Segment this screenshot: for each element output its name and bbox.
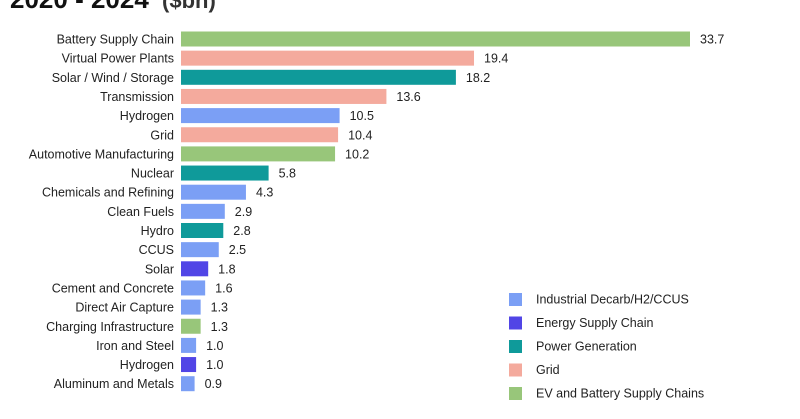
category-label: Solar — [145, 262, 174, 276]
legend-label: EV and Battery Supply Chains — [536, 387, 704, 401]
legend-item: Grid — [509, 363, 560, 377]
category-label: CCUS — [139, 243, 174, 257]
legend-swatch — [509, 293, 522, 306]
bar-row: Automotive Manufacturing 10.2 — [29, 146, 369, 162]
category-label: Cement and Concrete — [52, 281, 174, 295]
bar-row: Aluminum and Metals 0.9 — [54, 376, 222, 392]
bar — [181, 223, 224, 238]
value-label: 2.8 — [233, 224, 250, 238]
value-label: 13.6 — [396, 90, 420, 104]
category-label: Solar / Wind / Storage — [52, 71, 174, 85]
chart-title-text: 2020 - 2024 — [10, 0, 149, 14]
bar-row: Nuclear 5.8 — [131, 165, 296, 181]
value-label: 2.5 — [229, 243, 246, 257]
category-label: Clean Fuels — [107, 205, 174, 219]
legend-label: Industrial Decarb/H2/CCUS — [536, 293, 689, 307]
bar-row: Solar 1.8 — [145, 261, 236, 277]
category-label: Charging Infrastructure — [46, 320, 174, 334]
value-label: 5.8 — [279, 167, 296, 181]
legend-label: Grid — [536, 363, 560, 377]
value-label: 0.9 — [205, 377, 222, 391]
category-label: Hydro — [141, 224, 174, 238]
bar — [181, 146, 336, 162]
legend-swatch — [509, 387, 522, 400]
bar-row: Cement and Concrete 1.6 — [52, 280, 233, 296]
category-label: Nuclear — [131, 167, 174, 181]
bar-row: CCUS 2.5 — [139, 242, 246, 258]
bars-group: Battery Supply Chain 33.7 Virtual Power Pl… — [29, 31, 724, 392]
category-label: Hydrogen — [120, 109, 174, 123]
value-label: 10.4 — [348, 128, 372, 142]
value-label: 10.2 — [345, 147, 369, 161]
bar — [181, 203, 225, 219]
bar — [181, 108, 340, 124]
legend-swatch — [509, 316, 522, 330]
value-label: 1.6 — [215, 281, 232, 295]
bar — [181, 261, 209, 277]
legend-swatch — [509, 340, 522, 353]
category-label: Chemicals and Refining — [42, 186, 174, 200]
bar-row: Clean Fuels 2.9 — [107, 203, 252, 219]
bar-row: Direct Air Capture 1.3 — [75, 299, 228, 315]
bar-row: Battery Supply Chain 33.7 — [57, 31, 724, 47]
category-label: Aluminum and Metals — [54, 377, 174, 391]
bar — [181, 31, 690, 47]
bar — [181, 280, 206, 296]
bar — [181, 127, 339, 143]
bar — [181, 318, 201, 334]
value-label: 1.3 — [211, 301, 228, 315]
bar-row: Hydrogen 10.5 — [120, 108, 374, 124]
bar-row: Transmission 13.6 — [100, 88, 421, 104]
bar — [181, 184, 246, 200]
bar — [181, 165, 269, 181]
legend-label: Energy Supply Chain — [536, 316, 653, 330]
legend-item: Industrial Decarb/H2/CCUS — [509, 293, 689, 307]
bar — [181, 357, 197, 373]
value-label: 1.0 — [206, 339, 223, 353]
value-label: 4.3 — [256, 186, 273, 200]
value-label: 1.3 — [211, 320, 228, 334]
value-label: 18.2 — [466, 71, 490, 85]
bar — [181, 299, 201, 315]
category-label: Grid — [150, 128, 174, 142]
category-label: Virtual Power Plants — [62, 52, 174, 66]
value-label: 19.4 — [484, 52, 508, 66]
legend-item: Power Generation — [509, 340, 637, 354]
bar-row: Grid 10.4 — [150, 127, 372, 143]
value-label: 1.8 — [218, 262, 235, 276]
bar-row: Hydrogen 1.0 — [120, 357, 224, 373]
bar — [181, 376, 195, 392]
bar — [181, 242, 219, 258]
chart-title: 2020 - 2024 ($bn) — [10, 0, 216, 14]
bar-row: Iron and Steel 1.0 — [96, 337, 224, 353]
bar — [181, 50, 475, 66]
bar-row: Hydro 2.8 — [141, 223, 251, 238]
legend-item: Energy Supply Chain — [509, 316, 653, 330]
legend-label: Power Generation — [536, 340, 637, 354]
value-label: 1.0 — [206, 358, 223, 372]
category-label: Iron and Steel — [96, 339, 174, 353]
legend: Industrial Decarb/H2/CCUS Energy Supply C… — [509, 293, 704, 401]
category-label: Automotive Manufacturing — [29, 147, 174, 161]
value-label: 33.7 — [700, 33, 724, 47]
legend-swatch — [509, 363, 522, 377]
legend-item: EV and Battery Supply Chains — [509, 387, 704, 401]
value-label: 2.9 — [235, 205, 252, 219]
bar-row: Charging Infrastructure 1.3 — [46, 318, 228, 334]
bar — [181, 88, 387, 104]
category-label: Transmission — [100, 90, 174, 104]
category-label: Battery Supply Chain — [57, 33, 174, 47]
bar — [181, 69, 456, 85]
bar-row: Chemicals and Refining 4.3 — [42, 184, 273, 200]
category-label: Hydrogen — [120, 358, 174, 372]
chart-title-unit: ($bn) — [162, 0, 216, 13]
bar-row: Virtual Power Plants 19.4 — [62, 50, 508, 66]
category-label: Direct Air Capture — [75, 301, 174, 315]
value-label: 10.5 — [350, 109, 374, 123]
bar — [181, 337, 197, 353]
bar-row: Solar / Wind / Storage 18.2 — [52, 69, 490, 85]
